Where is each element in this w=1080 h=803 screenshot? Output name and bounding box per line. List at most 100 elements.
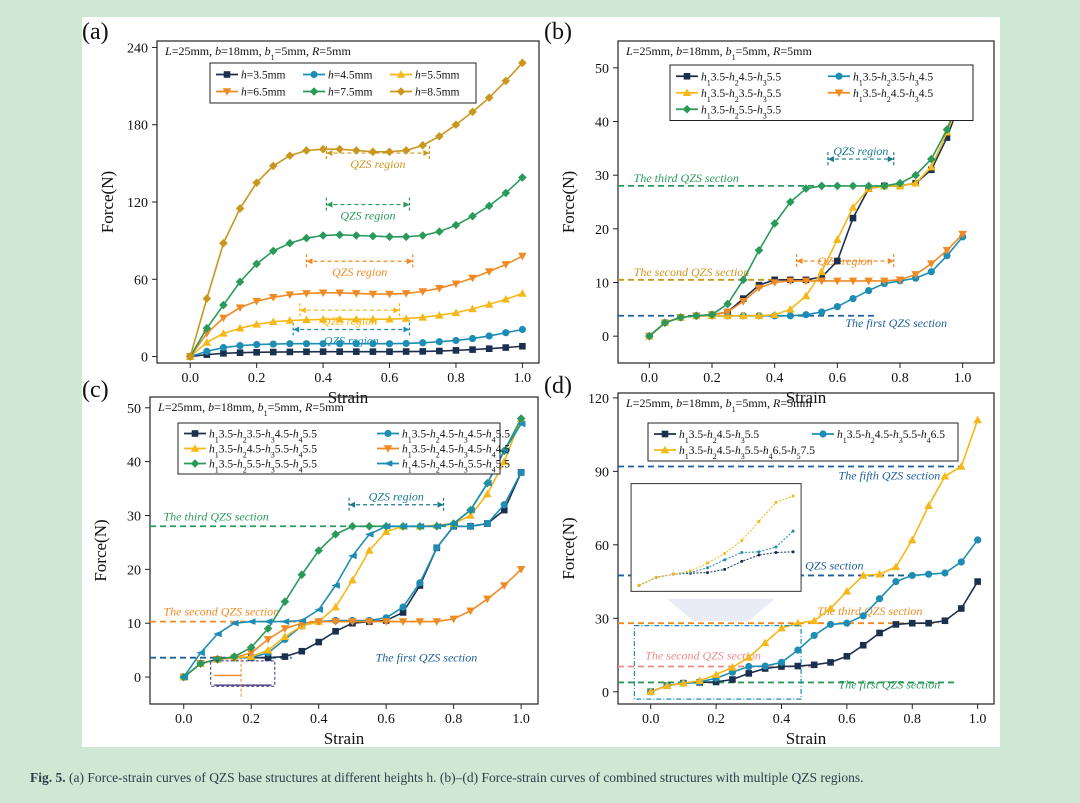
data-point <box>415 618 425 626</box>
data-point <box>835 72 843 80</box>
y-axis-label: Force(N) <box>98 171 117 233</box>
data-point <box>833 181 842 191</box>
series-3 <box>645 90 967 340</box>
x-tick-label: 0.6 <box>381 371 399 386</box>
inset-point <box>654 575 658 579</box>
data-point <box>692 311 701 321</box>
region-label: QZS region <box>833 144 888 158</box>
chart-panel-c: (c) 0.0 0.2 0.4 0.6 0.8 1.0 0 10 20 30 40 50 Strain Fo… <box>82 377 539 748</box>
data-point <box>246 643 256 652</box>
data-point <box>281 653 289 660</box>
data-point <box>499 447 509 455</box>
data-point <box>729 676 736 683</box>
y-tick-label: 120 <box>588 392 609 407</box>
data-point <box>415 522 425 530</box>
data-point <box>468 334 477 343</box>
data-point <box>253 340 261 349</box>
inset-point <box>774 500 778 504</box>
data-point <box>466 522 475 530</box>
data-point <box>711 670 721 678</box>
plot-frame <box>149 396 539 705</box>
data-point <box>745 662 753 671</box>
data-point <box>941 617 949 625</box>
data-point <box>809 616 819 625</box>
qzs-annotation: QZS region <box>827 144 895 167</box>
region-label: QZS region <box>340 209 395 223</box>
data-point <box>449 615 458 624</box>
data-point <box>778 663 785 670</box>
data-point <box>810 631 818 640</box>
data-point <box>381 522 391 530</box>
data-point <box>842 587 852 595</box>
data-point <box>190 444 200 452</box>
data-point <box>646 687 655 696</box>
data-point <box>943 134 951 141</box>
data-point <box>246 649 256 658</box>
data-point <box>907 535 917 544</box>
inset-plot <box>630 483 802 592</box>
inset-point <box>740 559 744 563</box>
data-point <box>834 89 844 98</box>
data-point <box>516 420 526 428</box>
data-point <box>369 340 377 348</box>
data-point <box>793 618 803 627</box>
data-point <box>973 415 982 424</box>
inset-series <box>638 495 794 586</box>
legend-item: h=8.5mm <box>390 87 460 99</box>
data-point <box>452 336 460 345</box>
data-point <box>302 340 311 348</box>
data-point <box>833 235 842 243</box>
inset-point <box>791 494 795 498</box>
data-point <box>940 471 950 480</box>
data-point <box>974 536 982 544</box>
data-point <box>761 662 769 670</box>
data-point <box>263 618 273 625</box>
data-point <box>383 460 393 467</box>
figure-canvas: (a) 0.0 0.2 0.4 0.6 0.8 1.0 0 60 120 180 240 Strain F… <box>82 19 995 748</box>
series-5 <box>645 85 967 341</box>
x-tick-label: 0.8 <box>891 371 909 386</box>
params-label: L=25mm, b=18mm, b1=5mm, R=5mm <box>625 396 812 414</box>
legend-label: h=5.5mm <box>415 70 460 82</box>
data-point <box>252 259 261 269</box>
inset-point <box>757 520 761 524</box>
arrow-head-left <box>293 326 300 333</box>
data-point <box>416 579 424 587</box>
data-point <box>817 277 826 286</box>
legend-item: h13.5-h25.5-h35.5-h45.5 <box>184 459 317 474</box>
data-point <box>309 87 319 96</box>
inset-point <box>671 572 675 576</box>
data-point <box>880 277 889 286</box>
data-point <box>958 605 965 612</box>
arrow-head-left <box>326 201 333 208</box>
data-point <box>660 445 670 454</box>
data-point <box>892 577 900 586</box>
legend-label: h13.5-h24.5-h34.5 <box>853 88 933 104</box>
y-tick-label: 60 <box>595 539 609 554</box>
data-point <box>203 347 211 356</box>
series-3 <box>646 415 982 696</box>
legend-item: h13.5-h24.5-h34.5 <box>828 88 933 104</box>
plot-frame <box>617 392 995 705</box>
y-tick-label: 30 <box>595 169 609 184</box>
legend-label: h=3.5mm <box>241 70 286 82</box>
data-point <box>468 304 477 313</box>
legend-item: h13.5-h23.5-h34.5-h45.5 <box>184 429 317 444</box>
data-point <box>269 340 277 348</box>
data-point <box>196 649 205 657</box>
data-point <box>418 288 428 296</box>
data-point <box>196 659 205 668</box>
data-point <box>348 552 357 560</box>
data-point <box>285 238 295 248</box>
legend-box <box>647 422 959 462</box>
data-point <box>880 181 889 191</box>
data-point <box>683 72 691 80</box>
data-point <box>516 566 526 574</box>
data-point <box>280 618 290 625</box>
data-point <box>315 638 322 646</box>
data-point <box>303 348 310 356</box>
data-point <box>399 609 407 616</box>
legend-item: h14.5-h24.5-h35.5-h45.5 <box>377 459 510 474</box>
data-point <box>452 347 460 354</box>
data-point <box>235 204 245 213</box>
